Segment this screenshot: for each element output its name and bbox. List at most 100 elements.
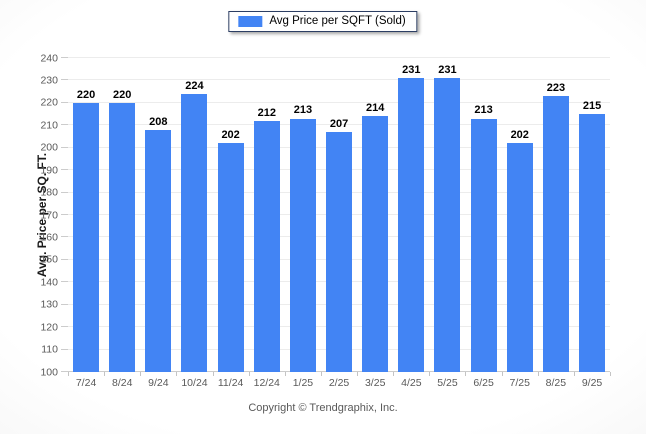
x-axis-tick xyxy=(212,372,214,376)
y-tick-label: 230 xyxy=(40,74,58,87)
bar xyxy=(181,93,208,372)
bar xyxy=(398,78,425,372)
y-axis-tick xyxy=(61,371,68,372)
x-axis-tick xyxy=(537,372,539,376)
y-tick-label: 200 xyxy=(40,141,58,154)
x-tick-label: 7/25 xyxy=(509,377,530,389)
bar xyxy=(470,118,497,372)
legend: Avg Price per SQFT (Sold) xyxy=(228,11,418,32)
x-tick-label: 8/24 xyxy=(111,377,133,389)
x-tick-label: 9/24 xyxy=(148,377,169,389)
y-tick-label: 120 xyxy=(40,320,58,333)
y-axis-tick xyxy=(61,348,68,350)
bar-value-label: 231 xyxy=(402,64,421,77)
x-tick-label: 10/24 xyxy=(181,377,208,389)
y-tick-label: 110 xyxy=(41,343,58,356)
x-axis-tick xyxy=(104,372,106,376)
bar-slot: 202 xyxy=(502,58,538,372)
legend-swatch-icon xyxy=(238,15,263,27)
bar-value-label: 223 xyxy=(546,82,566,95)
bar-slot: 213 xyxy=(466,58,502,372)
bar-slot: 202 xyxy=(213,58,249,372)
bar xyxy=(73,102,100,372)
bar-column: 214 xyxy=(362,58,389,372)
y-axis-tick xyxy=(61,258,68,260)
bar xyxy=(434,78,461,372)
bar-value-label: 220 xyxy=(76,88,96,101)
bar xyxy=(506,143,533,372)
bar-value-label: 214 xyxy=(366,102,385,115)
bar-slot: 213 xyxy=(285,58,321,372)
plot-area: 100 110 120 130 140 150 160 170 180 190 200 210 220 2… xyxy=(40,53,610,377)
y-axis-tick xyxy=(61,57,68,58)
x-axis-tick xyxy=(429,372,431,376)
bar-value-label: 220 xyxy=(113,88,132,101)
bar xyxy=(109,102,136,372)
bar-value-label: 231 xyxy=(438,64,457,77)
bar-slot: 208 xyxy=(140,58,176,372)
bar-column: 223 xyxy=(542,58,569,372)
y-tick-label: 220 xyxy=(40,96,58,109)
bar-value-label: 224 xyxy=(185,79,204,92)
x-tick-label: 4/25 xyxy=(401,377,422,389)
bar xyxy=(145,129,172,372)
bar-column: 202 xyxy=(217,58,244,372)
bar-column: 231 xyxy=(434,58,461,372)
gridline xyxy=(68,124,610,126)
bar-value-label: 202 xyxy=(221,129,240,142)
x-axis-tick xyxy=(393,372,395,376)
gridline xyxy=(68,57,610,58)
bar-value-label: 208 xyxy=(149,115,168,128)
bar-column: 215 xyxy=(579,58,606,372)
x-axis-tick xyxy=(357,372,359,376)
copyright-text: Copyright © Trendgraphix, Inc. xyxy=(248,402,398,414)
y-axis-tick xyxy=(61,124,68,126)
bar-column: 202 xyxy=(506,58,533,372)
bar-column: 224 xyxy=(181,58,208,372)
x-tick-label: 9/25 xyxy=(581,377,603,389)
x-tick-label: 2/25 xyxy=(328,377,350,389)
bar-slot: 214 xyxy=(357,58,393,372)
x-axis-tick xyxy=(501,372,503,376)
x-axis-tick xyxy=(284,372,286,376)
x-axis-ticks xyxy=(68,372,611,377)
bar-slot: 207 xyxy=(321,58,357,372)
bar-value-label: 207 xyxy=(329,117,349,130)
bar-slot: 223 xyxy=(538,58,574,372)
bar-slot: 224 xyxy=(176,58,212,372)
bar xyxy=(217,143,244,372)
bar-column: 213 xyxy=(470,58,497,372)
y-tick-label: 100 xyxy=(40,365,58,378)
bar-slot: 220 xyxy=(104,58,140,372)
legend-label: Avg Price per SQFT (Sold) xyxy=(269,15,406,27)
x-tick-label: 11/24 xyxy=(217,377,244,389)
y-axis-tick xyxy=(61,303,68,305)
x-axis-tick xyxy=(140,372,142,376)
y-tick-label: 170 xyxy=(40,208,58,221)
x-tick-label: 7/24 xyxy=(75,377,97,389)
x-tick-label: 3/25 xyxy=(364,377,386,389)
bar-value-label: 213 xyxy=(474,104,493,117)
bar-column: 207 xyxy=(326,58,353,372)
y-tick-label: 160 xyxy=(40,231,58,244)
bar-slot: 215 xyxy=(574,58,610,372)
y-axis-tick xyxy=(61,101,68,103)
y-axis-tick xyxy=(61,79,68,81)
bar-column: 231 xyxy=(398,58,425,372)
y-tick-label: 240 xyxy=(40,51,58,64)
bar-value-label: 212 xyxy=(257,106,276,119)
y-tick-label: 180 xyxy=(40,186,58,199)
x-axis-tick xyxy=(573,372,575,376)
bar-value-label: 215 xyxy=(582,99,602,112)
y-tick-label: 190 xyxy=(40,163,58,176)
x-axis-tick xyxy=(320,372,322,376)
x-tick-label: 5/25 xyxy=(437,377,458,389)
bar-slot: 212 xyxy=(249,58,285,372)
x-tick-label: 12/24 xyxy=(253,377,280,389)
bar-column: 213 xyxy=(289,58,316,372)
y-axis-tick xyxy=(61,326,68,328)
bar-column: 220 xyxy=(73,58,100,372)
bar xyxy=(362,116,389,372)
gridline xyxy=(68,101,610,103)
